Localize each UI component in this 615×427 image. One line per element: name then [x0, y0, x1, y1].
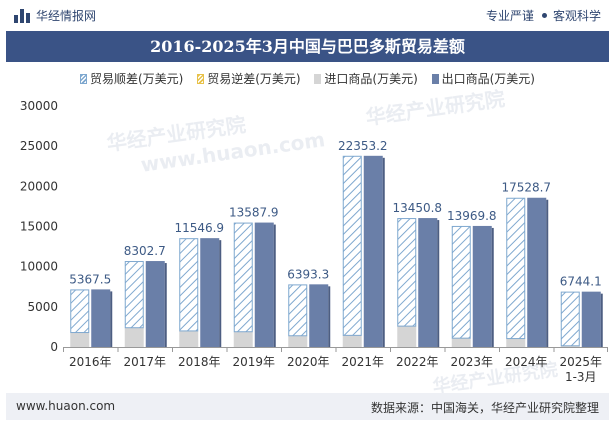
- data-label: 6744.1: [560, 275, 602, 289]
- slogan-tag-1: 专业严谨: [485, 9, 534, 23]
- footer-source: 数据来源：中国海关，华经产业研究院整理: [370, 401, 599, 415]
- surplus-bar: [342, 155, 362, 336]
- import-bar: [560, 345, 580, 347]
- export-bar-shade: [491, 227, 494, 347]
- surplus-bar: [233, 222, 253, 333]
- data-label: 13587.9: [229, 206, 279, 220]
- data-label: 13969.8: [447, 209, 497, 223]
- chart-legend: 贸易顺差(万美元) 贸易逆差(万美元) 进口商品(万美元) 出口商品(万美元): [0, 70, 615, 90]
- brand-name: 华经情报网: [36, 9, 97, 23]
- export-bar-shade: [382, 157, 385, 347]
- data-label: 17528.7: [501, 181, 551, 195]
- data-label: 22353.2: [338, 139, 388, 153]
- surplus-bar: [451, 225, 471, 339]
- legend-swatch-deficit: [197, 74, 205, 84]
- legend-item-export: 出口商品(万美元): [431, 70, 535, 87]
- y-tick-label: 5000: [27, 300, 58, 314]
- surplus-bar: [124, 261, 144, 329]
- x-tick-label: 2017年: [123, 355, 166, 369]
- export-bar-shade: [273, 224, 276, 347]
- legend-label-export: 出口商品(万美元): [441, 72, 535, 86]
- legend-label-deficit: 贸易逆差(万美元): [207, 72, 301, 86]
- top-bar: 华经情报网 专业严谨 客观科学: [0, 0, 615, 30]
- y-tick-label: 0: [50, 340, 58, 354]
- data-label: 6393.3: [287, 267, 329, 281]
- surplus-bar: [179, 238, 199, 332]
- import-bar: [70, 332, 90, 347]
- surplus-bar: [397, 218, 417, 327]
- surplus-bar: [560, 291, 580, 347]
- x-tick-label: 2022年: [396, 355, 439, 369]
- legend-label-surplus: 贸易顺差(万美元): [90, 72, 184, 86]
- data-label: 8302.7: [124, 244, 166, 258]
- export-bar: [418, 218, 438, 347]
- export-bar: [254, 222, 274, 347]
- x-tick-label: 2024年: [505, 355, 548, 369]
- bar-chart: 0 5000 10000 15000 20000 25000 30000 2016年 2017年…: [20, 99, 608, 384]
- import-bar: [179, 330, 199, 347]
- export-bar-shade: [219, 240, 222, 347]
- export-bar: [527, 197, 547, 347]
- import-bar: [342, 335, 362, 347]
- export-bar-shade: [600, 293, 603, 347]
- data-label: 5367.5: [69, 272, 111, 286]
- export-bar: [363, 155, 383, 347]
- brand-logo-icon: [14, 8, 30, 23]
- x-tick-label-line2: 1-3月: [565, 370, 597, 384]
- export-bar: [145, 261, 165, 347]
- x-tick-label: 2016年: [69, 355, 112, 369]
- data-label: 11546.9: [174, 221, 224, 235]
- x-tick-label: 2025年: [559, 355, 602, 369]
- y-tick-label: 15000: [20, 220, 58, 234]
- x-tick-label: 2023年: [450, 355, 493, 369]
- legend-item-deficit: 贸易逆差(万美元): [197, 70, 301, 87]
- y-tick-label: 25000: [20, 139, 58, 153]
- footer-url: www.huaon.com: [16, 399, 116, 413]
- import-bar: [397, 326, 417, 347]
- x-tick-label: 2021年: [341, 355, 384, 369]
- surplus-bar: [506, 197, 526, 340]
- legend-item-surplus: 贸易顺差(万美元): [80, 70, 183, 87]
- export-bar: [309, 284, 329, 347]
- export-bar-shade: [437, 220, 440, 347]
- legend-swatch-import: [314, 74, 322, 84]
- export-bar: [200, 238, 220, 347]
- export-bar-shade: [110, 291, 113, 347]
- legend-item-import: 进口商品(万美元): [314, 70, 418, 87]
- export-bar: [581, 291, 601, 347]
- export-bar-shade: [164, 263, 167, 347]
- import-bar: [288, 335, 308, 347]
- chart-title: 2016-2025年3月中国与巴巴多斯贸易差额: [6, 31, 609, 62]
- slogan: 专业严谨 客观科学: [486, 7, 601, 24]
- export-bar-shade: [546, 199, 549, 347]
- surplus-bar: [288, 284, 308, 337]
- export-bar-shade: [328, 286, 331, 347]
- import-bar: [451, 338, 471, 347]
- separator-dot-icon: [541, 13, 547, 18]
- legend-label-import: 进口商品(万美元): [324, 72, 418, 86]
- footer: www.huaon.com 数据来源：中国海关，华经产业研究院整理: [6, 393, 609, 420]
- data-label: 13450.8: [392, 201, 442, 215]
- x-tick-label: 2020年: [287, 355, 330, 369]
- surplus-bar: [70, 289, 90, 334]
- slogan-tag-2: 客观科学: [552, 9, 601, 23]
- x-tick-label: 2019年: [232, 355, 275, 369]
- y-tick-label: 30000: [20, 99, 58, 113]
- import-bar: [124, 327, 144, 347]
- export-bar: [91, 289, 111, 347]
- export-bar: [472, 225, 492, 347]
- legend-swatch-export: [431, 74, 439, 84]
- x-tick-label: 2018年: [178, 355, 221, 369]
- import-bar: [506, 338, 526, 347]
- import-bar: [233, 331, 253, 347]
- legend-swatch-surplus: [80, 74, 87, 84]
- y-tick-label: 10000: [20, 260, 58, 274]
- brand: 华经情报网: [14, 7, 96, 24]
- y-tick-label: 20000: [20, 179, 58, 193]
